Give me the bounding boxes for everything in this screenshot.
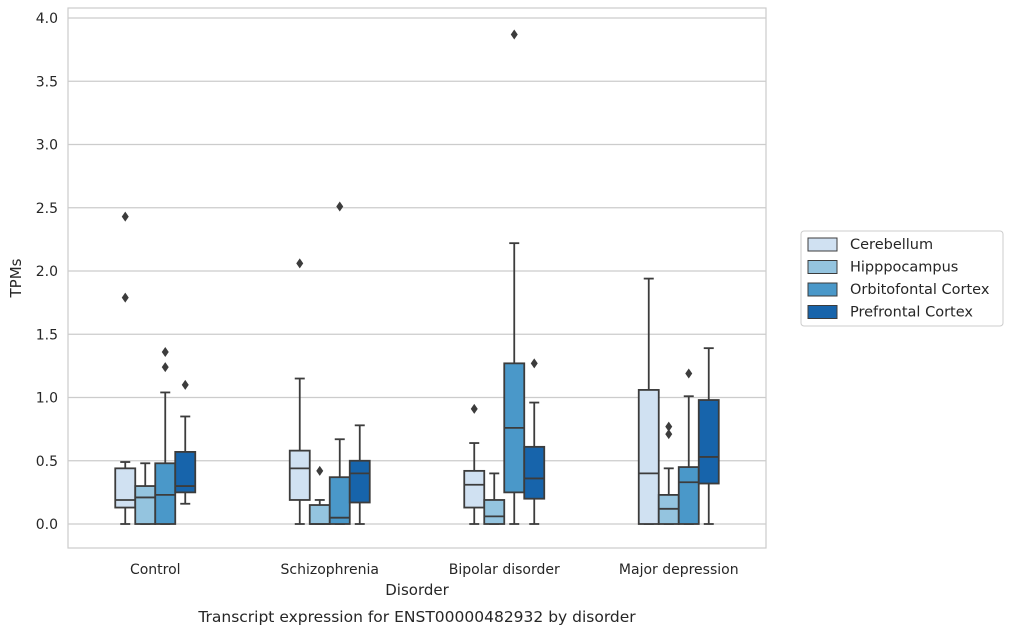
legend-label: Orbitofontal Cortex (850, 282, 990, 298)
box-body (463, 469, 486, 509)
legend-swatch (807, 237, 838, 252)
y-tick-label: 1.5 (36, 327, 58, 343)
box-2-2 (503, 29, 526, 525)
y-tick-label: 2.0 (36, 264, 58, 280)
y-tick-label: 0.5 (36, 454, 58, 470)
legend-frame (800, 230, 1004, 327)
y-tick-label: 4.0 (36, 11, 58, 27)
y-axis-ticks: 0.0 0.5 1.0 1.5 2.0 2.5 3.0 3.5 4.0 (36, 11, 58, 533)
y-tick-label: 0.0 (36, 517, 58, 533)
outlier-point (470, 403, 478, 414)
x-tick-label: Control (130, 562, 181, 578)
box-3-0 (637, 277, 660, 525)
y-tick-label: 1.0 (36, 391, 58, 407)
box-body (174, 450, 197, 494)
y-tick-label: 3.0 (36, 138, 58, 154)
outlier-point (161, 346, 169, 357)
box-0-3 (174, 379, 197, 505)
legend-label: Cerebellum (850, 237, 933, 253)
box-body (677, 466, 700, 525)
legend-swatch (807, 260, 838, 274)
box-0-1 (134, 462, 157, 525)
outlier-point (336, 201, 344, 212)
box-body (288, 449, 311, 501)
box-body (154, 462, 177, 525)
outlier-point (685, 368, 693, 379)
box-body (134, 485, 157, 525)
box-body (483, 499, 506, 525)
x-axis-label: Disorder (385, 581, 449, 599)
box-series (114, 29, 720, 525)
outlier-point (296, 258, 304, 269)
outlier-point (161, 362, 169, 373)
box-1-3 (348, 424, 371, 525)
legend-label: Prefrontal Cortex (850, 305, 973, 321)
box-body (697, 399, 720, 485)
legend-swatch (807, 282, 838, 297)
box-2-0 (463, 403, 486, 525)
box-2-1 (483, 472, 506, 525)
legend-label: Hipppocampus (850, 260, 958, 276)
legend: Cerebellum Hipppocampus Orbitofontal Corte… (800, 230, 1004, 327)
box-3-1 (657, 421, 680, 525)
outlier-point (510, 29, 518, 40)
plot-frame (67, 7, 767, 549)
y-tick-label: 2.5 (36, 201, 58, 217)
box-2-3 (523, 358, 546, 525)
box-body (308, 504, 331, 525)
outlier-point (121, 211, 129, 222)
box-body (348, 459, 371, 504)
outlier-point (121, 292, 129, 303)
x-tick-label: Bipolar disorder (449, 562, 560, 578)
outlier-point (181, 379, 189, 390)
outlier-point (665, 429, 673, 440)
chart-caption: Transcript expression for ENST0000048293… (197, 608, 636, 626)
box-1-0 (288, 258, 311, 525)
box-3-2 (677, 368, 700, 525)
box-3-3 (697, 347, 720, 525)
box-body (523, 445, 546, 500)
grid-lines (68, 17, 766, 525)
x-tick-label: Schizophrenia (281, 562, 379, 578)
box-body (114, 467, 137, 509)
box-1-1 (308, 465, 331, 525)
outlier-point (530, 358, 538, 369)
box-body (637, 389, 660, 525)
legend-swatch (807, 305, 838, 319)
box-0-2 (154, 346, 177, 525)
y-axis-label: TPMs (7, 258, 25, 298)
outlier-point (665, 421, 673, 432)
y-tick-label: 3.5 (36, 74, 58, 90)
outlier-point (316, 465, 324, 476)
x-tick-label: Major depression (619, 562, 739, 578)
x-axis-ticks: Control Schizophrenia Bipolar disorder Majo… (130, 562, 739, 578)
